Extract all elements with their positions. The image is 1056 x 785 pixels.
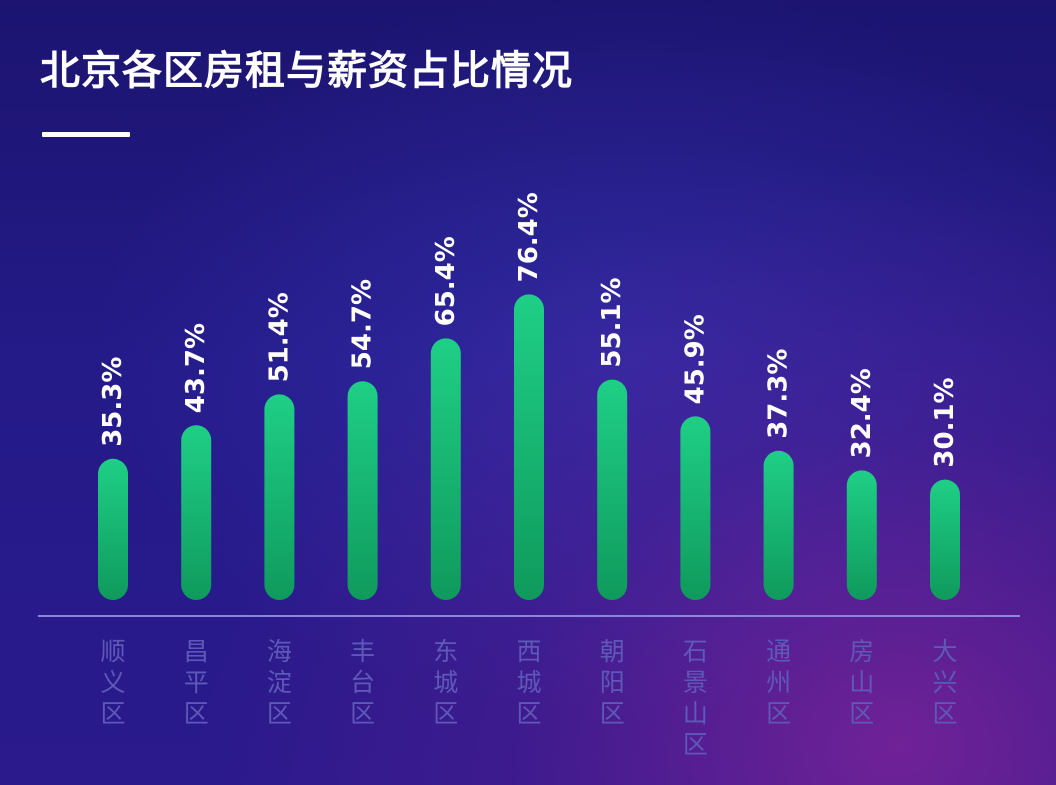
category-label-3: 海淀区 [267,637,292,728]
category-label-2: 昌平区 [184,637,209,728]
bar-9 [763,450,794,600]
bar-5 [430,338,461,600]
title-underline [42,132,130,137]
value-label-10: 32.4% [847,368,877,458]
value-label-7: 55.1% [597,277,627,367]
bar-3 [264,394,295,600]
page-title: 北京各区房租与薪资占比情况 [40,48,573,94]
category-labels-group: 顺义区 昌平区 海淀区 丰台区 东城区 西城区 朝阳区 石景山区 通州区 房山区 大兴区 [100,637,957,759]
bars-group [98,294,960,600]
value-label-11: 30.1% [930,377,960,467]
category-label-1: 顺义区 [100,637,125,728]
category-label-8: 石景山区 [683,637,708,759]
value-label-5: 65.4% [431,236,461,326]
value-label-2: 43.7% [181,323,211,413]
value-labels-group: 35.3% 43.7% 51.4% 54.7% 65.4% 76.4% 55.1% 45.9%… [98,192,960,467]
bar-8 [680,416,711,600]
value-label-9: 37.3% [764,349,794,439]
bar-1 [98,458,128,600]
bar-11 [930,479,960,600]
value-label-8: 45.9% [680,314,710,404]
category-label-9: 通州区 [766,637,791,728]
category-label-5: 东城区 [433,637,458,728]
value-label-1: 35.3% [98,357,128,447]
bar-6 [514,294,544,600]
bar-7 [597,379,628,600]
value-label-6: 76.4% [514,192,544,282]
category-label-6: 西城区 [516,637,541,728]
bar-10 [846,470,877,600]
category-label-11: 大兴区 [932,637,957,728]
category-label-7: 朝阳区 [600,637,625,728]
category-label-10: 房山区 [849,637,874,728]
bar-2 [181,425,212,600]
bar-4 [347,381,378,600]
category-label-4: 丰台区 [350,637,375,728]
value-label-3: 51.4% [264,292,294,382]
value-label-4: 54.7% [348,279,378,369]
